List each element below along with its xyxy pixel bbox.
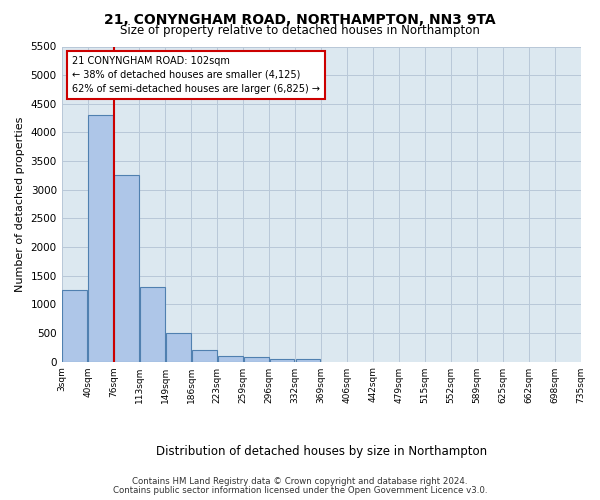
Text: Contains public sector information licensed under the Open Government Licence v3: Contains public sector information licen… <box>113 486 487 495</box>
X-axis label: Distribution of detached houses by size in Northampton: Distribution of detached houses by size … <box>155 444 487 458</box>
Text: Contains HM Land Registry data © Crown copyright and database right 2024.: Contains HM Land Registry data © Crown c… <box>132 478 468 486</box>
Text: Size of property relative to detached houses in Northampton: Size of property relative to detached ho… <box>120 24 480 37</box>
Text: 21 CONYNGHAM ROAD: 102sqm
← 38% of detached houses are smaller (4,125)
62% of se: 21 CONYNGHAM ROAD: 102sqm ← 38% of detac… <box>72 56 320 94</box>
Bar <box>270 358 295 362</box>
Bar <box>114 176 139 362</box>
Bar <box>166 333 191 362</box>
Y-axis label: Number of detached properties: Number of detached properties <box>15 116 25 292</box>
Bar <box>88 115 113 362</box>
Bar <box>140 287 165 362</box>
Text: 21, CONYNGHAM ROAD, NORTHAMPTON, NN3 9TA: 21, CONYNGHAM ROAD, NORTHAMPTON, NN3 9TA <box>104 12 496 26</box>
Bar <box>218 356 242 362</box>
Bar <box>244 358 269 362</box>
Bar <box>62 290 87 362</box>
Bar <box>192 350 217 362</box>
Bar <box>296 358 320 362</box>
